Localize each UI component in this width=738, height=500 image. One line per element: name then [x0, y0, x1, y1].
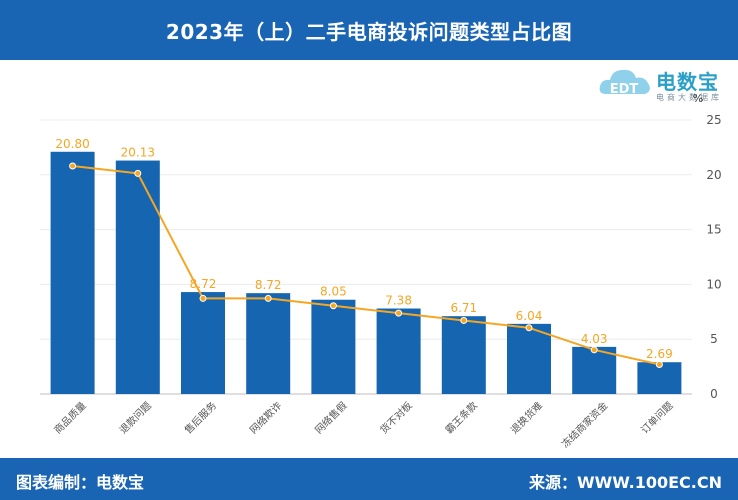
brand-logo: EDT 电数宝 电商大数据库 [598, 60, 722, 106]
bar [507, 323, 551, 394]
line-point [69, 162, 77, 170]
footer-bar: 图表编制：电数宝 来源：WWW.100EC.CN [0, 458, 738, 500]
y-tick-label: 5 [710, 332, 718, 346]
data-label: 4.03 [581, 332, 608, 346]
data-label: 6.71 [450, 301, 477, 315]
line-point [199, 294, 207, 302]
y-tick-label: 20 [706, 168, 721, 182]
footer-source: 来源：WWW.100EC.CN [528, 473, 722, 492]
x-tick-label: 网络欺诈 [247, 399, 284, 436]
x-tick-label: 霸王条款 [442, 399, 479, 436]
line-series [69, 162, 663, 369]
y-axis-ticks: 0 5 10 15 20 25 [706, 113, 721, 401]
bar [246, 293, 291, 394]
line-point [460, 316, 468, 324]
x-axis-ticks: 商品质量 退款问题 售后服务 网络欺诈 网络售假 货不对板 霸王条款 退换货难 冻结商家资金 订单… [51, 399, 675, 451]
cloud-logo-icon: EDT [599, 69, 650, 97]
footer-credit: 图表编制：电数宝 [16, 473, 145, 492]
data-label: 20.13 [121, 146, 155, 160]
bar [115, 160, 160, 394]
bar [376, 308, 421, 394]
logo-subtitle: 电商大数据库 [656, 93, 722, 102]
title-bar: 2023年（上）二手电商投诉问题类型占比图 [0, 0, 738, 60]
data-labels: 20.80 20.13 8.72 8.72 8.05 7.38 6.71 6.04 4.03 2.… [55, 137, 672, 361]
x-tick-label: 退款问题 [116, 399, 153, 436]
x-tick-label: 商品质量 [51, 399, 88, 436]
y-tick-label: 15 [706, 223, 721, 237]
x-tick-label: 货不对板 [377, 399, 414, 436]
data-label: 20.80 [55, 137, 89, 151]
x-tick-label: 退换货难 [508, 399, 545, 436]
data-label: 7.38 [385, 294, 412, 308]
bar [572, 346, 617, 394]
line-point [395, 309, 403, 317]
data-label: 8.72 [255, 278, 282, 292]
chart-area: 20.80 20.13 8.72 8.72 8.05 7.38 6.71 6.04 4.03 2.… [40, 92, 722, 451]
bar [311, 299, 356, 394]
x-tick-label: 网络售假 [312, 399, 349, 436]
line-point [329, 302, 337, 310]
y-tick-label: 10 [706, 277, 721, 291]
trend-line [72, 165, 660, 366]
data-label: 8.05 [320, 285, 347, 299]
x-tick-label: 冻结商家资金 [559, 399, 611, 451]
line-point [134, 169, 142, 177]
line-point [590, 346, 598, 354]
line-point [525, 324, 533, 332]
logo-mark: EDT [610, 82, 639, 97]
data-label: 6.04 [516, 309, 543, 323]
bar [181, 292, 225, 394]
x-tick-label: 售后服务 [182, 399, 219, 436]
y-axis-unit: % [693, 92, 703, 105]
y-tick-label: 25 [706, 113, 721, 127]
line-point [264, 294, 272, 302]
bar [50, 151, 95, 394]
logo-name: 电数宝 [656, 70, 719, 94]
bar [441, 316, 486, 394]
line-point [655, 361, 663, 369]
chart-title: 2023年（上）二手电商投诉问题类型占比图 [165, 19, 573, 44]
y-tick-label: 0 [710, 387, 718, 401]
data-label: 8.72 [190, 277, 217, 291]
x-tick-label: 订单问题 [638, 399, 675, 436]
data-label: 2.69 [646, 347, 673, 361]
